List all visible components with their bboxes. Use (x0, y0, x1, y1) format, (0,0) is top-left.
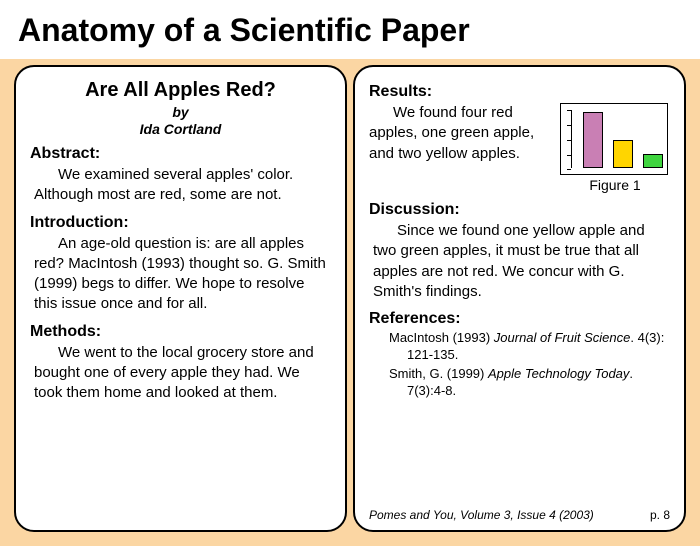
discussion-heading: Discussion: (369, 201, 670, 219)
reference-item: Smith, G. (1999) Apple Technology Today.… (389, 366, 670, 400)
abstract-body: We examined several apples' color. Altho… (30, 165, 331, 206)
ref-author: Smith, G. (1999) (389, 366, 488, 381)
bar-chart (560, 103, 668, 175)
bar-green (643, 154, 663, 168)
discussion-body: Since we found one yellow apple and two … (369, 221, 670, 302)
right-panel: Results: We found four red apples, one g… (353, 65, 686, 532)
y-tick (567, 140, 571, 141)
reference-item: MacIntosh (1993) Journal of Fruit Scienc… (389, 330, 670, 364)
ref-author: MacIntosh (1993) (389, 330, 494, 345)
page-title: Anatomy of a Scientific Paper (0, 0, 700, 59)
introduction-heading: Introduction: (30, 214, 331, 232)
y-tick (567, 155, 571, 156)
y-tick (567, 110, 571, 111)
figure-label: Figure 1 (560, 177, 670, 193)
references-heading: References: (369, 310, 670, 328)
footer-journal: Pomes and You, Volume 3, Issue 4 (2003) (369, 508, 594, 522)
bar-yellow (613, 140, 633, 168)
abstract-heading: Abstract: (30, 145, 331, 163)
author-name: Ida Cortland (30, 121, 331, 137)
byline: by (30, 104, 331, 120)
introduction-body: An age-old question is: are all apples r… (30, 234, 331, 315)
results-row: We found four red apples, one green appl… (369, 103, 670, 193)
references-list: MacIntosh (1993) Journal of Fruit Scienc… (369, 330, 670, 400)
results-body: We found four red apples, one green appl… (369, 103, 552, 164)
y-tick (567, 125, 571, 126)
y-tick (567, 169, 571, 170)
content-background: Are All Apples Red? by Ida Cortland Abst… (0, 59, 700, 546)
paper-title: Are All Apples Red? (30, 79, 331, 102)
footer-page: p. 8 (650, 508, 670, 522)
results-heading: Results: (369, 83, 670, 101)
figure-1: Figure 1 (560, 103, 670, 193)
ref-journal: Journal of Fruit Science (494, 330, 631, 345)
panels-container: Are All Apples Red? by Ida Cortland Abst… (14, 65, 686, 532)
left-panel: Are All Apples Red? by Ida Cortland Abst… (14, 65, 347, 532)
ref-journal: Apple Technology Today (488, 366, 629, 381)
methods-heading: Methods: (30, 323, 331, 341)
methods-body: We went to the local grocery store and b… (30, 343, 331, 404)
y-axis (571, 110, 572, 168)
bar-red (583, 112, 603, 168)
footer-citation: Pomes and You, Volume 3, Issue 4 (2003) … (369, 508, 670, 522)
